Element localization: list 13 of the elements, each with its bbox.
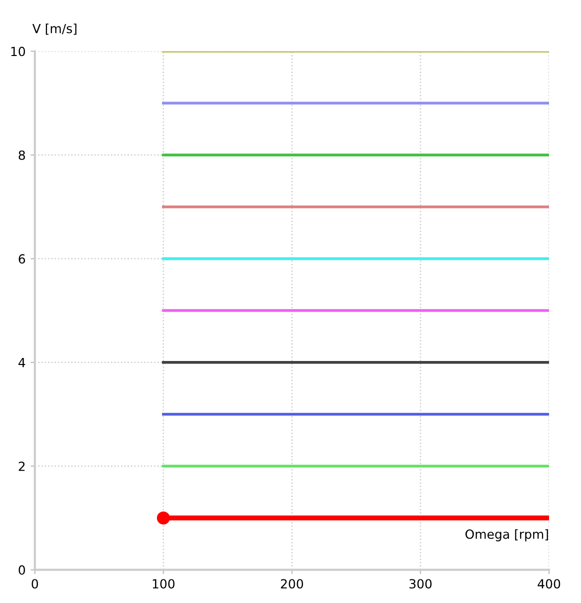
x-tick-label: 300 xyxy=(410,579,432,589)
y-axis-title: V [m/s] xyxy=(32,24,76,35)
y-tick-label: 0 xyxy=(18,565,25,575)
y-tick-label: 4 xyxy=(18,358,26,368)
x-tick-label: 0 xyxy=(32,579,38,589)
x-tick-label: 100 xyxy=(152,579,175,589)
x-axis-title: Omega [rpm] xyxy=(465,529,548,542)
y-tick-label: 2 xyxy=(18,462,25,471)
x-tick-label: 200 xyxy=(280,579,304,589)
y-tick-label: 6 xyxy=(18,254,26,264)
y-tick-label: 8 xyxy=(18,150,25,160)
y-tick-label: 10 xyxy=(11,46,25,56)
x-tick-label: 400 xyxy=(538,579,560,589)
